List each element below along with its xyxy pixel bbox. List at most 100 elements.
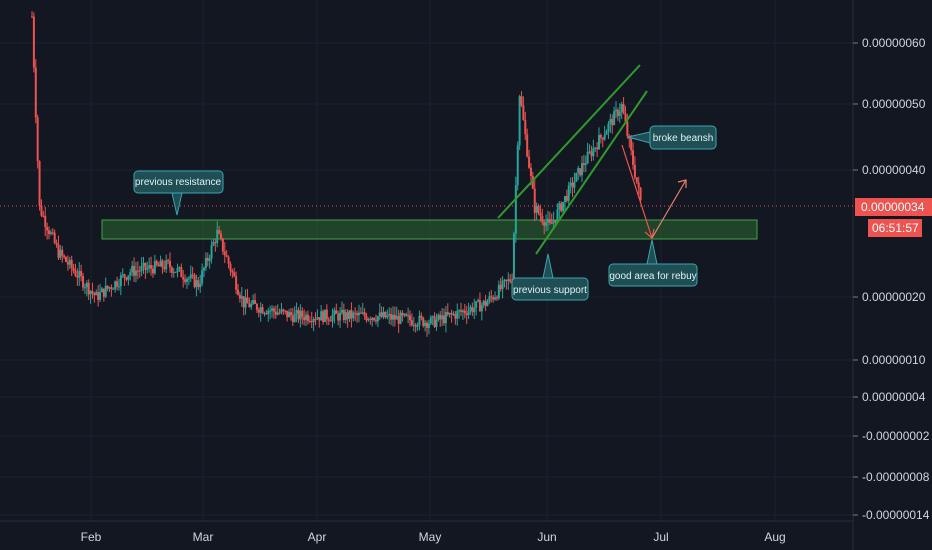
candle-up (331, 308, 334, 328)
candle-up (412, 317, 415, 332)
callout-broke-bearish[interactable]: broke beansh (627, 125, 717, 150)
projection-arrow-up[interactable] (651, 179, 687, 239)
callout-pointer (627, 131, 651, 144)
candle-down (57, 235, 60, 261)
candle-down (350, 302, 353, 328)
candle-down (227, 255, 230, 269)
y-tick-label: -0.00000008 (862, 470, 930, 484)
candle-up (431, 315, 434, 326)
candle-down (42, 210, 45, 218)
candle-up (127, 275, 130, 286)
candle-up (427, 319, 430, 335)
candle-down (76, 268, 79, 286)
countdown-value: 06:51:57 (872, 221, 919, 235)
candle-down (492, 295, 495, 303)
candle-up (140, 257, 143, 277)
candle-down (303, 309, 306, 326)
candle-down (420, 312, 423, 321)
candle-down (543, 219, 546, 235)
candle-down (110, 284, 113, 297)
candle-up (201, 263, 204, 287)
candle-down (520, 91, 523, 108)
candle-up (269, 305, 272, 320)
candle-up (467, 302, 470, 320)
candle-down (53, 229, 56, 245)
support-zone[interactable] (101, 219, 758, 240)
candle-down (590, 145, 593, 162)
candle-up (501, 276, 504, 299)
candle-up (367, 317, 370, 322)
candle-up (494, 291, 497, 301)
candle-down (61, 245, 64, 263)
channel-lower-line[interactable] (535, 90, 648, 255)
candle-down (284, 309, 287, 315)
y-tick-label: 0.00000004 (862, 390, 926, 404)
callout-previous-resistance[interactable]: previous resistance (133, 170, 224, 216)
candle-down (611, 114, 614, 134)
candle-up (259, 302, 262, 322)
candle-down (182, 270, 185, 288)
candle-up (59, 245, 62, 260)
candle-down (308, 316, 311, 324)
callout-pointer (171, 192, 183, 216)
candles-layer (31, 11, 642, 337)
candle-up (104, 277, 107, 299)
candle-up (618, 103, 621, 123)
candle-up (316, 309, 319, 321)
candle-up (503, 278, 506, 288)
candle-up (518, 94, 521, 151)
candle-down (231, 268, 234, 279)
candle-down (97, 285, 100, 307)
channel-upper-line[interactable] (497, 64, 641, 219)
candle-up (475, 300, 478, 316)
candle-up (344, 308, 347, 324)
candle-down (51, 228, 54, 236)
candle-down (235, 271, 238, 295)
candle-up (435, 313, 438, 332)
candle-up (615, 101, 618, 119)
candle-up (119, 272, 122, 296)
candle-down (91, 282, 94, 299)
candle-up (99, 283, 102, 303)
callout-good-area[interactable]: good area for rebuy (608, 239, 698, 287)
candle-up (556, 203, 559, 224)
candle-up (131, 260, 134, 277)
candle-down (272, 306, 275, 319)
candle-down (63, 254, 66, 260)
candle-up (89, 290, 92, 304)
candle-down (365, 312, 368, 323)
x-tick-label: Apr (308, 530, 327, 544)
candle-up (146, 261, 149, 274)
last-price-badge[interactable]: 0.00000034 (855, 198, 932, 216)
candle-down (102, 288, 105, 302)
candle-down (163, 260, 166, 273)
price-axis[interactable]: 0.00000060 0.00000050 0.00000040 0.00000020… (853, 36, 930, 522)
candle-down (55, 239, 58, 248)
time-axis[interactable]: Feb Mar Apr May Jun Jul Aug (81, 530, 786, 544)
candle-down (484, 294, 487, 312)
candle-down (539, 204, 542, 222)
candle-down (238, 291, 241, 303)
candle-down (214, 238, 217, 252)
candle-down (325, 304, 328, 326)
candle-up (545, 214, 548, 232)
candle-up (609, 113, 612, 133)
candle-up (403, 313, 406, 318)
callout-previous-support[interactable]: previous support (511, 253, 589, 301)
candle-down (414, 322, 417, 333)
candle-down (463, 303, 466, 319)
candle-down (246, 288, 249, 304)
countdown-badge[interactable]: 06:51:57 (868, 219, 922, 237)
candle-up (252, 294, 255, 305)
candle-down (225, 250, 228, 258)
candle-down (289, 307, 292, 321)
candle-down (72, 263, 75, 274)
candle-down (170, 265, 173, 278)
candle-up (546, 210, 549, 231)
candle-down (138, 265, 141, 278)
candle-up (148, 257, 151, 273)
candle-up (584, 155, 587, 173)
candle-down (301, 307, 304, 325)
